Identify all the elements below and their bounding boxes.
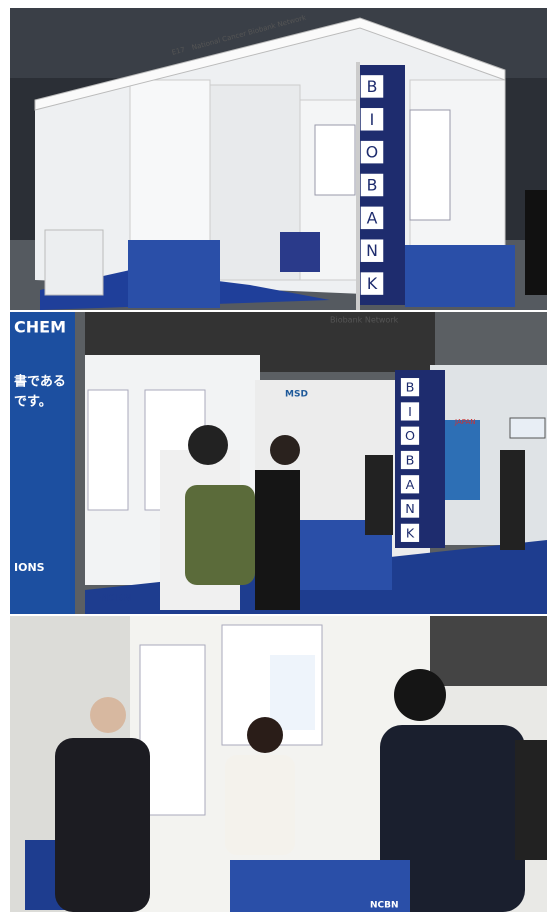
banner-box: [400, 523, 420, 542]
banner-box: [360, 75, 384, 98]
banner-letter: K: [406, 526, 415, 541]
banner-letter: O: [366, 143, 378, 162]
banner-box: [400, 378, 420, 397]
banner-box: [360, 206, 384, 230]
banner-box: [360, 239, 384, 262]
banner-box: [400, 499, 420, 518]
banner-box: [360, 272, 384, 295]
neighbor-sign: JAPAN: [454, 418, 476, 426]
poster-text: です。: [14, 395, 52, 410]
banner-box: [400, 475, 420, 494]
table-logo: NCBN: [100, 593, 132, 604]
poster-title: CHEM: [14, 318, 66, 337]
banner-letter: B: [406, 381, 415, 396]
banner-letter: N: [366, 241, 378, 260]
poster-footer: IONS: [14, 561, 45, 574]
banner-letter: B: [367, 176, 378, 195]
banner-letter: B: [367, 77, 378, 96]
banner-letter: A: [406, 478, 415, 493]
table-logo: NCBN: [370, 901, 399, 911]
banner-box: [400, 402, 420, 421]
banner-box: [400, 450, 420, 470]
banner-letter: O: [405, 429, 415, 444]
banner-letter: A: [367, 208, 378, 227]
poster-text: 書である: [14, 374, 66, 390]
booth-sign: Biobank Network: [330, 316, 399, 325]
photo-3: NCBN: [10, 616, 547, 912]
banner-box: [400, 426, 420, 445]
banner-letter: I: [370, 110, 375, 129]
neighbor-logo: MSD: [285, 390, 308, 400]
banner-box: [360, 140, 384, 164]
banner-box: [360, 173, 384, 197]
banner-box: [360, 108, 384, 131]
banner-letter: N: [405, 502, 415, 517]
banner-letter: B: [406, 454, 415, 469]
booth-sign-code: E17: [171, 46, 186, 57]
banner-letter: K: [367, 274, 378, 293]
banner-letter: I: [408, 405, 412, 420]
